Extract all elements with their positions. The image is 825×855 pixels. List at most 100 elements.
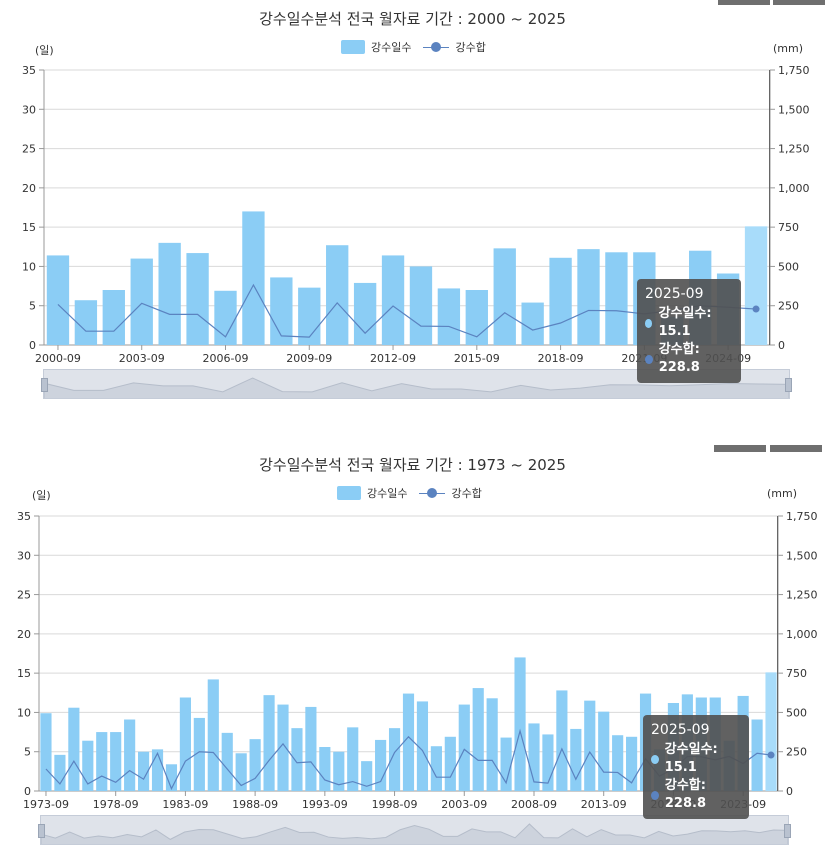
y-right-tick-label: 1,250 — [786, 589, 818, 602]
y-left-tick-label: 35 — [22, 64, 36, 77]
bar — [319, 747, 331, 791]
legend-line-swatch[interactable] — [419, 486, 446, 500]
legend-days-label[interactable]: 강수일수 — [371, 41, 412, 54]
y-right-tick-label: 500 — [786, 706, 807, 719]
y-left-tick-label: 0 — [24, 785, 31, 798]
x-tick-label: 1988-09 — [232, 798, 278, 811]
y-right-tick-label: 0 — [786, 785, 793, 798]
bar — [361, 761, 373, 791]
x-tick-label: 2003-09 — [119, 352, 165, 365]
bar — [270, 277, 293, 345]
toolbar-button[interactable] — [773, 0, 825, 5]
navigator-right-handle[interactable] — [784, 824, 791, 838]
navigator-left-handle[interactable] — [38, 824, 45, 838]
tooltip-sum: 강수합: 228.8 — [664, 778, 707, 811]
bar — [458, 704, 470, 791]
bar — [409, 266, 433, 345]
y-right-tick-label: 1,000 — [786, 628, 818, 641]
tooltip-days: 강수일수: 15.1 — [664, 742, 718, 775]
tooltip-sum-dot — [651, 790, 659, 800]
tooltip-date: 2025-09 — [645, 286, 704, 302]
navigator-sparkline — [44, 377, 789, 398]
chart-plot-area[interactable]: 0 0 5 250 10 500 15 750 20 1,000 25 1,250 30 1,500 35 1… — [0, 0, 825, 420]
legend-line-swatch[interactable] — [423, 40, 450, 54]
bar — [416, 701, 429, 791]
bar — [347, 727, 359, 791]
navigator-right-handle[interactable] — [785, 378, 792, 392]
bar — [381, 255, 405, 345]
y-right-tick-label: 750 — [786, 667, 807, 680]
bar — [46, 255, 70, 345]
y-left-tick-label: 5 — [29, 300, 36, 313]
bar — [54, 754, 66, 791]
line-point-highlight — [767, 751, 775, 759]
bar — [514, 657, 526, 791]
bar — [584, 700, 596, 791]
tooltip-days-dot — [645, 318, 653, 328]
chart-panel-2000-2025: 강수일수분석 전국 월자료 기간 : 2000 ~ 2025 (일) (mm) … — [0, 0, 825, 420]
bar — [186, 253, 209, 345]
toolbar-button[interactable] — [718, 0, 770, 5]
bar — [165, 764, 178, 791]
y-left-tick-label: 10 — [22, 260, 36, 273]
x-tick-label: 2000-09 — [35, 352, 81, 365]
bar — [235, 753, 247, 791]
tooltip-date: 2025-09 — [651, 722, 710, 738]
y-right-tick-label: 1,750 — [778, 64, 810, 77]
y-left-tick-label: 15 — [22, 221, 36, 234]
bar — [486, 698, 498, 791]
navigator-left-handle[interactable] — [41, 378, 48, 392]
y-right-tick-label: 250 — [786, 746, 807, 759]
left-axis-unit: (일) — [32, 489, 51, 502]
x-tick-label: 1973-09 — [23, 798, 69, 811]
data-tooltip: 2025-09 강수일수: 15.1 강수합: 228.8 — [637, 279, 741, 383]
x-tick-label: 1983-09 — [162, 798, 208, 811]
x-tick-label: 2018-09 — [538, 352, 584, 365]
y-right-tick-label: 1,250 — [778, 143, 810, 156]
y-right-tick-label: 250 — [778, 300, 799, 313]
bar — [263, 695, 275, 791]
legend: 강수일수 강수합 — [341, 39, 486, 55]
left-axis-unit: (일) — [35, 44, 54, 57]
bar — [500, 737, 512, 791]
bar — [68, 707, 80, 791]
legend-days-label[interactable]: 강수일수 — [367, 487, 408, 500]
legend-sum-label[interactable]: 강수합 — [451, 487, 482, 500]
bar — [598, 711, 610, 791]
bar — [242, 211, 265, 345]
bar — [751, 719, 763, 791]
legend-bar-swatch[interactable] — [341, 40, 365, 54]
bar — [102, 290, 125, 345]
bar — [556, 690, 568, 791]
legend-bar-swatch[interactable] — [337, 486, 361, 500]
toolbar-button[interactable] — [770, 445, 822, 452]
tooltip-sum-dot — [645, 354, 653, 364]
y-left-tick-label: 0 — [29, 339, 36, 352]
bar — [74, 300, 98, 345]
bar — [444, 736, 456, 791]
bar — [193, 717, 205, 791]
y-right-tick-label: 1,000 — [778, 182, 810, 195]
line-point-highlight — [752, 305, 760, 313]
y-left-tick-label: 5 — [24, 746, 31, 759]
toolbar-button[interactable] — [714, 445, 766, 452]
bar — [353, 282, 377, 345]
y-right-tick-label: 1,750 — [786, 510, 818, 523]
bar — [577, 249, 600, 345]
bar — [430, 746, 442, 791]
legend-sum-label[interactable]: 강수합 — [455, 41, 486, 54]
y-right-tick-label: 500 — [778, 260, 799, 273]
right-axis-unit: (mm) — [767, 487, 798, 500]
x-tick-label: 2013-09 — [581, 798, 627, 811]
bar — [549, 257, 572, 345]
x-tick-label: 1993-09 — [302, 798, 348, 811]
y-left-tick-label: 20 — [22, 182, 36, 195]
bar — [388, 728, 401, 791]
tooltip-days-dot — [651, 754, 659, 764]
bar — [137, 751, 150, 791]
bar — [521, 302, 544, 345]
bar — [249, 739, 261, 791]
navigator-area — [44, 377, 789, 398]
range-navigator[interactable] — [38, 815, 791, 845]
bar — [151, 749, 164, 791]
